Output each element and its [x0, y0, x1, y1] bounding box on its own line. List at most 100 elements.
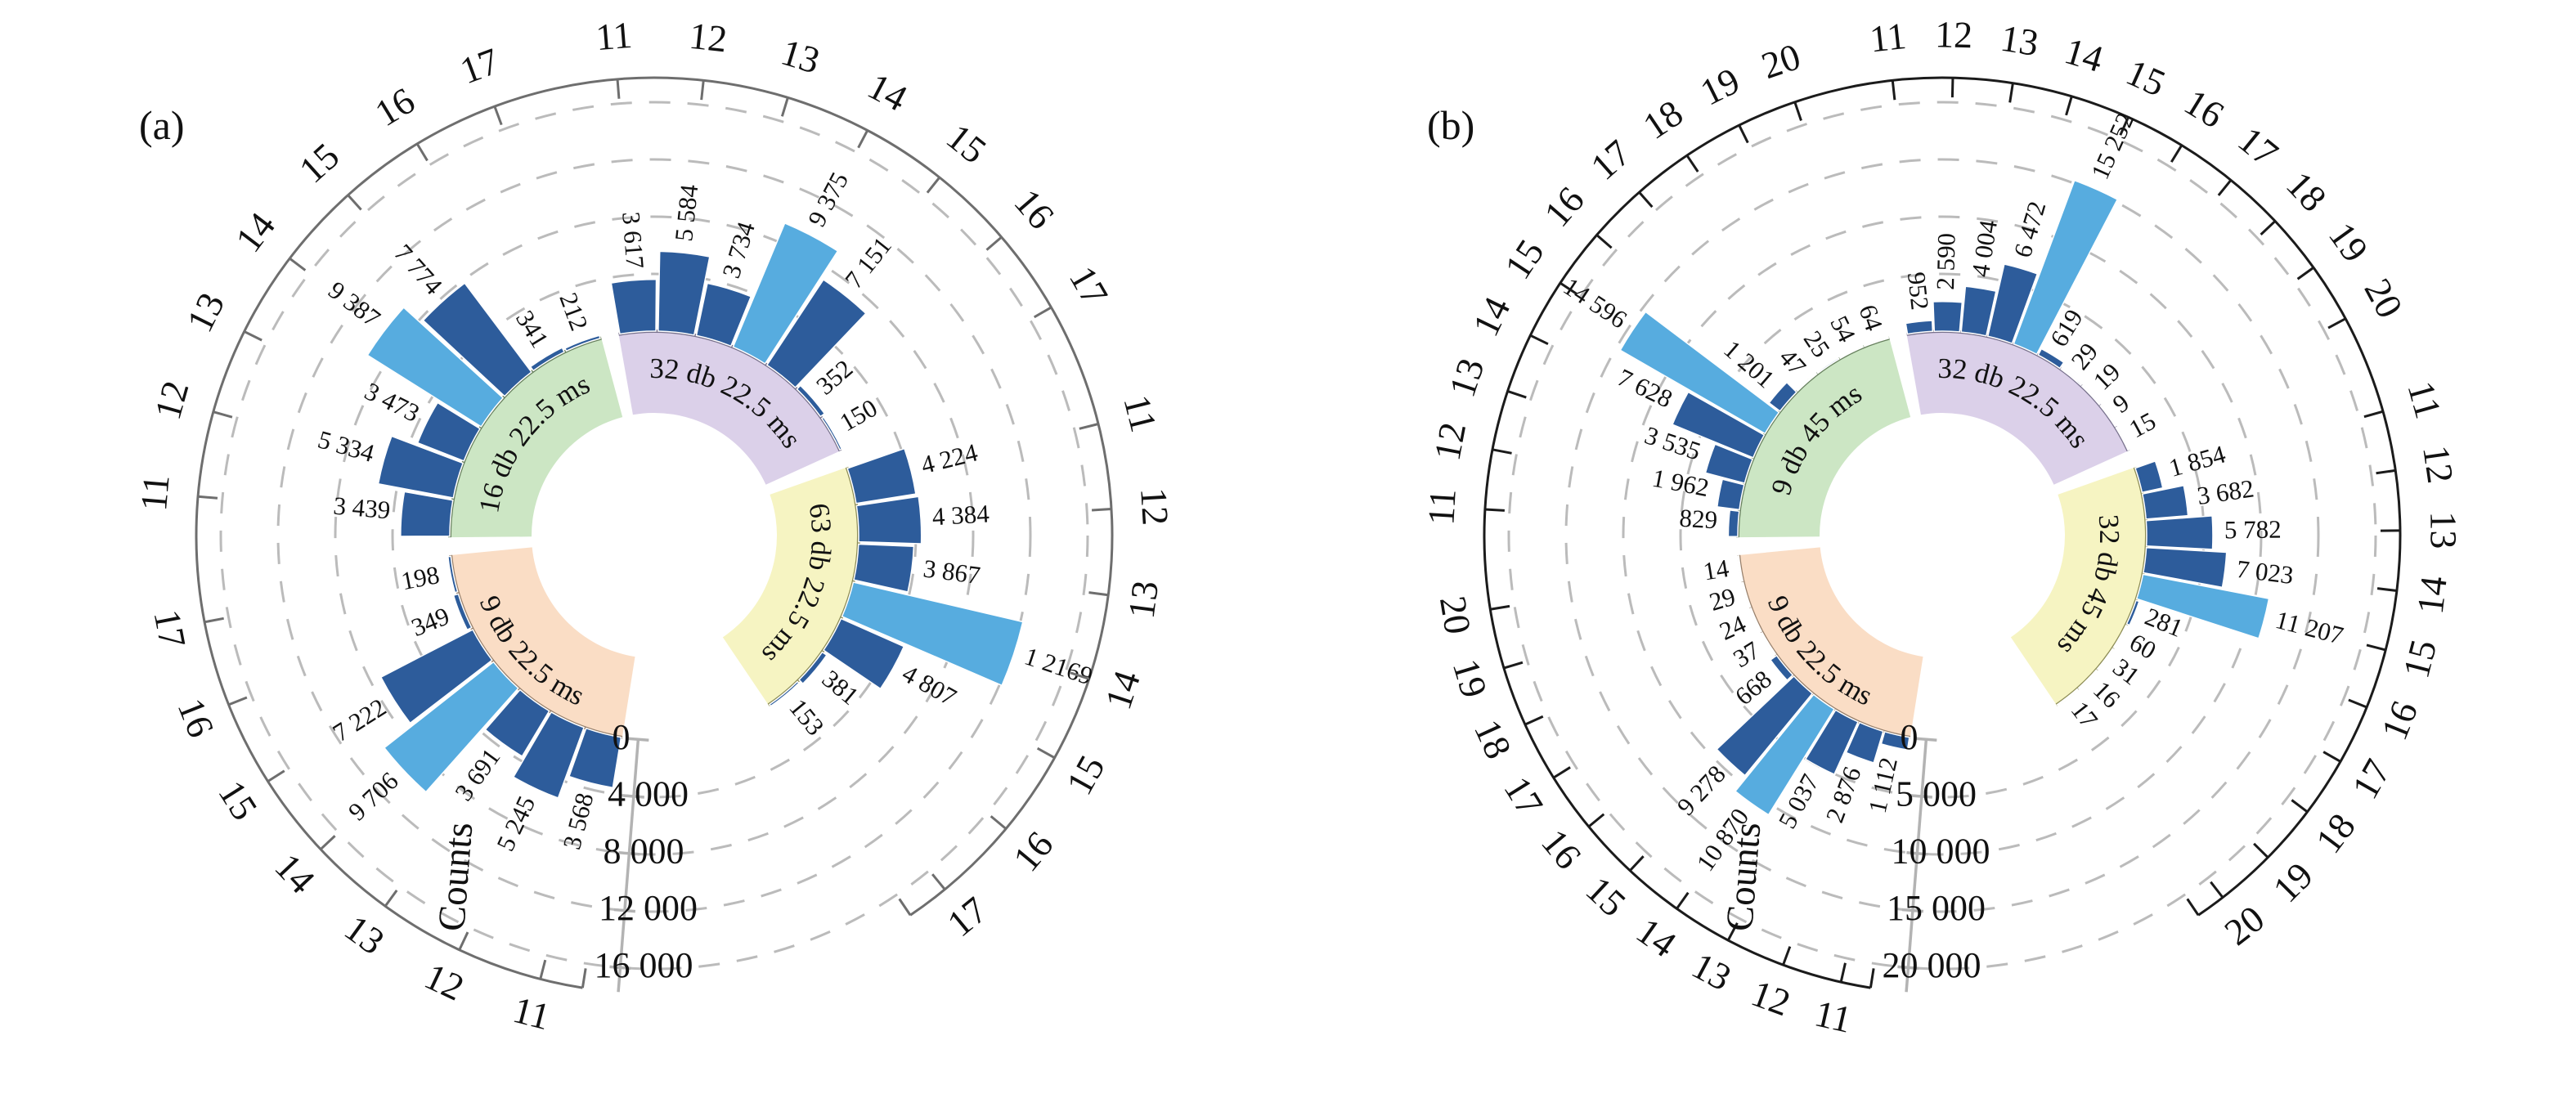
bar	[1932, 301, 1963, 333]
bar	[1672, 391, 1766, 459]
bar	[2013, 179, 2119, 356]
bar	[2145, 515, 2214, 550]
bar-value-label: 14	[1701, 554, 1731, 586]
bar	[377, 435, 464, 499]
hour-tick	[2348, 698, 2367, 709]
panel-letter-label: (b)	[1427, 102, 1474, 148]
panel-letter-label: (a)	[139, 102, 185, 148]
axis-tick-label: 20 000	[1883, 945, 1981, 985]
bar	[657, 250, 711, 336]
hour-label: 12	[2415, 442, 2462, 486]
hour-tick	[1033, 306, 1052, 319]
hour-tick	[1507, 390, 1527, 399]
bar	[1760, 631, 1777, 656]
axis-tick	[609, 965, 631, 971]
segment-sector	[450, 338, 623, 538]
hour-label: 13	[776, 31, 824, 82]
hour-label: 13	[1998, 17, 2041, 65]
bar-value-label: 9 375	[802, 168, 854, 231]
bar	[846, 447, 917, 504]
hour-label: 11	[132, 473, 177, 512]
bar	[1619, 311, 1780, 435]
hour-label: 13	[337, 907, 392, 962]
hour-tick	[1726, 922, 1739, 941]
hour-tick	[1685, 155, 1699, 173]
hour-tick	[1950, 78, 1954, 98]
counts-axis: 0 5 000 10 000 15 000 20 000 Counts	[1718, 717, 1990, 993]
bar-value-label: 4 004	[1966, 217, 2003, 279]
hour-tick	[1484, 508, 1505, 512]
hour-label: 16	[1005, 823, 1061, 879]
hour-label: 12	[419, 955, 470, 1009]
hour-tick	[1891, 80, 1896, 101]
bar	[853, 543, 915, 593]
segment-sector	[1739, 547, 1923, 738]
bar-value-label: 6 472	[2008, 198, 2051, 261]
hour-tick	[2260, 220, 2277, 235]
bar-value-label: 5 245	[491, 791, 541, 855]
segment-sector	[1906, 331, 2129, 485]
bar-value-label: 9 387	[323, 276, 386, 333]
bar	[1741, 581, 1752, 608]
hour-label: 20	[2356, 271, 2411, 325]
hour-label: 15	[210, 773, 266, 827]
hour-label: 14	[1629, 909, 1684, 965]
hour-tick	[267, 769, 285, 782]
segment-sector	[618, 331, 841, 485]
bar	[2099, 404, 2117, 428]
bar-value-label: 349	[407, 601, 453, 642]
hour-tick	[1560, 281, 1577, 295]
bar	[1845, 721, 1884, 764]
bar	[2080, 384, 2102, 406]
hour-tick	[700, 80, 705, 101]
outer-ring	[1483, 76, 2402, 989]
hour-tick	[2119, 116, 2129, 136]
axis-tick-label: 12 000	[599, 888, 698, 928]
hour-label: 17	[940, 889, 995, 945]
bar	[1716, 675, 1814, 777]
ring-end-tick	[898, 898, 912, 917]
hour-tick	[2170, 144, 2183, 163]
bar	[855, 495, 922, 545]
hour-tick	[2291, 799, 2309, 814]
hour-label: 15	[1058, 748, 1113, 801]
hour-tick	[2322, 751, 2341, 763]
hour-label: 16	[2373, 695, 2426, 746]
bar	[2077, 669, 2098, 690]
hour-label: 11	[509, 989, 554, 1038]
hour-label: 12	[1426, 419, 1474, 464]
hour-tick	[1036, 747, 1056, 760]
axis-tick	[622, 794, 644, 799]
hour-tick	[289, 257, 307, 271]
axis-tick-label: 0	[612, 717, 630, 757]
bar-value-label: 3 439	[332, 491, 391, 525]
bar	[841, 581, 1024, 687]
hour-tick	[197, 495, 218, 500]
bar	[796, 384, 826, 418]
axis-tick	[1901, 908, 1924, 913]
hour-tick	[1552, 766, 1571, 779]
bar	[379, 629, 493, 724]
bar-value-label: 3 568	[557, 790, 599, 852]
hour-tick	[2253, 842, 2269, 859]
bar-value-label: 1 2169	[1021, 642, 1097, 691]
hour-label: 16	[1007, 181, 1063, 236]
hour-label: 17	[2230, 119, 2286, 175]
bar	[2142, 546, 2228, 589]
bar	[568, 727, 622, 789]
bar	[1804, 709, 1860, 776]
hour-tick	[1793, 101, 1802, 122]
bar	[366, 307, 505, 428]
axis-tick	[1910, 794, 1932, 799]
hour-tick	[2327, 317, 2346, 330]
hour-label: 11	[1115, 391, 1165, 436]
hour-tick	[320, 835, 336, 850]
hour-label: 14	[267, 845, 323, 901]
bar	[400, 491, 454, 537]
hour-label: 11	[1868, 15, 1909, 60]
